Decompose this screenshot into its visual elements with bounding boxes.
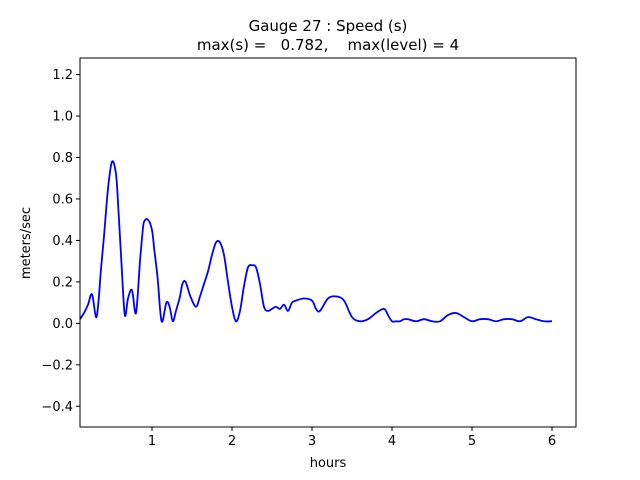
y-axis-label: meters/sec [19, 207, 34, 279]
x-tick-label: 2 [228, 434, 236, 449]
y-tick-label: −0.4 [41, 400, 73, 415]
speed-series-line [79, 160, 553, 323]
x-tick-label: 4 [388, 434, 396, 449]
y-axis-ticks: −0.4 −0.2 0.0 0.2 0.4 0.6 0.8 1.0 1.2 [41, 68, 80, 415]
y-tick-label: 0.4 [52, 234, 73, 249]
y-tick-label: 0.2 [52, 275, 73, 290]
x-tick-label: 3 [308, 434, 316, 449]
x-tick-label: 6 [548, 434, 556, 449]
plot-frame [79, 57, 577, 428]
chart-title: Gauge 27 : Speed (s) [249, 17, 408, 35]
x-axis-ticks: 1 2 3 4 5 6 [148, 427, 556, 449]
y-tick-label: −0.2 [41, 358, 73, 373]
x-tick-label: 1 [148, 434, 156, 449]
chart-subtitle: max(s) = 0.782, max(level) = 4 [197, 36, 459, 54]
y-tick-label: 0.8 [52, 151, 73, 166]
y-tick-label: 1.2 [52, 68, 73, 83]
x-tick-label: 5 [468, 434, 476, 449]
y-tick-label: 1.0 [52, 110, 73, 125]
x-axis-label: hours [310, 456, 347, 471]
y-tick-label: 0.0 [52, 317, 73, 332]
y-tick-label: 0.6 [52, 192, 73, 207]
